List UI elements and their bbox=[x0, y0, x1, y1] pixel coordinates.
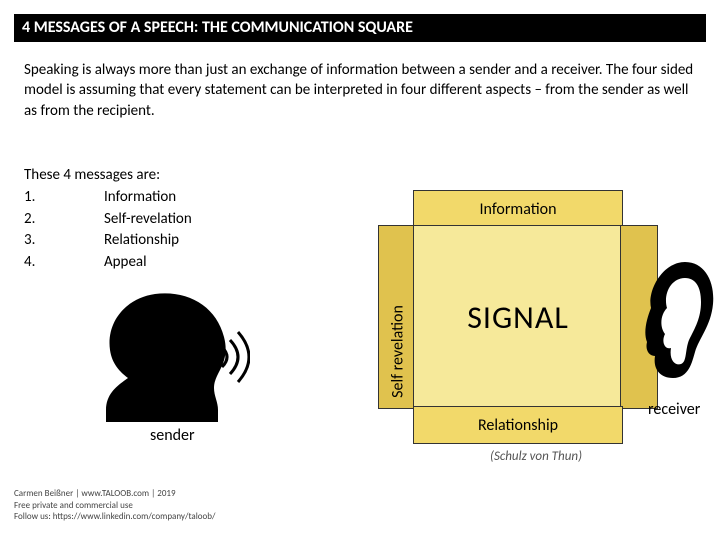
square-face-bottom: Relationship bbox=[413, 406, 623, 444]
page-title: 4 MESSAGES OF A SPEECH: THE COMMUNICATIO… bbox=[14, 14, 706, 42]
sender-head-icon bbox=[100, 292, 250, 422]
footer-line: Free private and commercial use bbox=[14, 500, 215, 511]
receiver-ear-icon bbox=[645, 260, 715, 380]
list-item: 2. Self-revelation bbox=[24, 209, 344, 231]
square-face-top: Information bbox=[413, 190, 623, 228]
list-num: 2. bbox=[24, 209, 104, 231]
list-num: 1. bbox=[24, 187, 104, 209]
receiver-label: receiver bbox=[648, 400, 700, 419]
square-face-front: SIGNAL bbox=[413, 225, 623, 409]
list-num: 4. bbox=[24, 252, 104, 274]
slide: 4 MESSAGES OF A SPEECH: THE COMMUNICATIO… bbox=[0, 0, 720, 540]
square-face-left: Self revelation bbox=[378, 225, 416, 409]
list-label: Relationship bbox=[104, 230, 179, 252]
square-left-label: Self revelation bbox=[389, 297, 408, 407]
list-item: 1. Information bbox=[24, 187, 344, 209]
communication-square: Information Self revelation SIGNAL Appea… bbox=[378, 190, 658, 444]
footer-line: Carmen Beißner | www.TALOOB.com | 2019 bbox=[14, 488, 215, 499]
messages-list: These 4 messages are: 1. Information 2. … bbox=[24, 165, 344, 274]
intro-text: Speaking is always more than just an exc… bbox=[24, 60, 696, 121]
list-num: 3. bbox=[24, 230, 104, 252]
footer-line: Follow us: https://www.linkedin.com/comp… bbox=[14, 511, 215, 522]
list-item: 4. Appeal bbox=[24, 252, 344, 274]
attribution: (Schulz von Thun) bbox=[490, 449, 582, 464]
sender-label: sender bbox=[150, 426, 195, 445]
footer: Carmen Beißner | www.TALOOB.com | 2019 F… bbox=[14, 488, 215, 522]
list-label: Self-revelation bbox=[104, 209, 192, 231]
list-label: Information bbox=[104, 187, 176, 209]
list-label: Appeal bbox=[104, 252, 147, 274]
list-item: 3. Relationship bbox=[24, 230, 344, 252]
list-heading: These 4 messages are: bbox=[24, 165, 344, 187]
